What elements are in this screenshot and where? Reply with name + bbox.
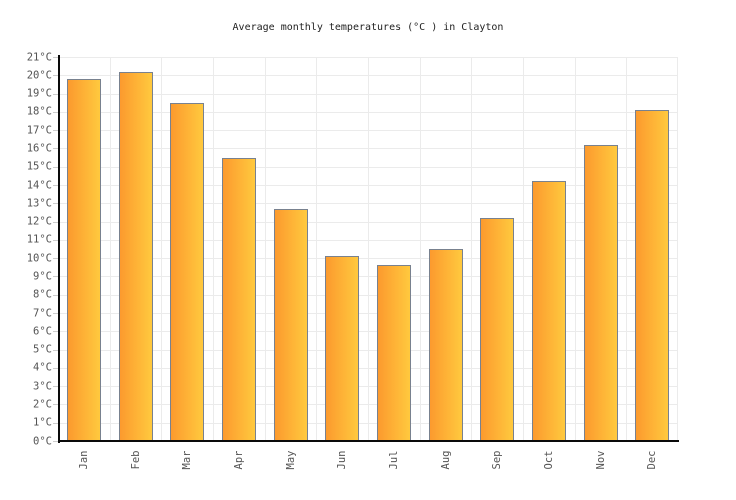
x-axis-label-jun: Jun	[336, 450, 349, 470]
vertical-gridline	[368, 57, 369, 441]
x-axis-label-dec: Dec	[646, 450, 659, 470]
bar-nov	[583, 144, 618, 441]
y-axis-label: 13°C	[26, 197, 52, 210]
vertical-gridline	[626, 57, 628, 441]
bar-aug	[428, 249, 463, 441]
bar-dec	[635, 110, 670, 441]
y-axis-tick	[53, 367, 58, 369]
y-axis-line	[58, 55, 60, 443]
y-axis-label: 8°C	[33, 288, 52, 301]
bar-jan	[66, 78, 101, 441]
y-axis-tick	[53, 221, 58, 223]
bar-sep	[480, 217, 515, 441]
vertical-gridline	[677, 57, 678, 441]
y-axis-label: 15°C	[26, 160, 52, 173]
y-axis-label: 2°C	[33, 398, 52, 411]
chart-title: Average monthly temperatures (°C ) in Cl…	[232, 22, 504, 33]
y-axis-label: 16°C	[26, 142, 52, 155]
y-axis-tick	[53, 93, 58, 95]
x-axis-label-nov: Nov	[594, 450, 607, 470]
y-axis-tick	[53, 239, 58, 241]
y-axis-label: 19°C	[26, 87, 52, 100]
bar-apr	[221, 157, 256, 441]
vertical-gridline	[264, 57, 266, 441]
y-axis-label: 14°C	[26, 179, 52, 191]
y-axis-tick	[53, 111, 58, 113]
x-axis-label-may: May	[284, 450, 297, 470]
x-axis-label-aug: Aug	[439, 450, 452, 470]
bar-oct	[531, 181, 566, 441]
y-axis-tick	[53, 276, 58, 278]
y-axis-tick	[53, 422, 58, 424]
y-axis-tick	[53, 404, 58, 406]
y-axis-tick	[53, 148, 58, 150]
vertical-gridline	[471, 57, 473, 441]
y-axis-label: 1°C	[33, 416, 52, 429]
y-axis-tick	[53, 75, 58, 77]
bar-may	[273, 208, 308, 441]
y-axis-label: 3°C	[33, 380, 52, 393]
chart-plot-area	[58, 57, 678, 441]
y-axis-tick	[53, 294, 58, 296]
bar-mar	[170, 102, 205, 441]
x-axis-line	[58, 440, 679, 442]
vertical-gridline	[109, 57, 111, 441]
y-axis-label: 5°C	[33, 343, 52, 356]
y-axis-tick	[53, 203, 58, 205]
x-axis-label-jul: Jul	[387, 450, 400, 470]
y-axis-tick	[53, 386, 58, 388]
y-axis-tick	[53, 441, 58, 442]
y-axis-label: 17°C	[26, 124, 52, 137]
x-axis-label-jan: Jan	[77, 450, 90, 470]
bar-jul	[376, 265, 411, 441]
x-axis-label-apr: Apr	[232, 450, 245, 470]
vertical-gridline	[419, 57, 421, 441]
x-axis-label-feb: Feb	[129, 450, 142, 470]
vertical-gridline	[161, 57, 163, 441]
vertical-gridline	[213, 57, 214, 441]
y-axis-label: 7°C	[33, 307, 52, 319]
vertical-gridline	[316, 57, 318, 441]
y-axis-tick	[53, 349, 58, 351]
y-axis-label: 10°C	[26, 252, 52, 265]
y-axis-label: 4°C	[33, 361, 52, 374]
y-axis-tick	[53, 130, 58, 132]
y-axis-label: 12°C	[26, 215, 52, 228]
y-axis-tick	[53, 313, 58, 314]
y-axis-tick	[53, 331, 58, 333]
y-axis-label: 18°C	[26, 105, 52, 118]
y-axis-label: 9°C	[33, 270, 52, 283]
y-axis-label: 6°C	[33, 325, 52, 338]
x-axis-label-sep: Sep	[491, 450, 504, 470]
y-axis-tick	[53, 57, 58, 58]
y-axis-label: 21°C	[26, 51, 52, 63]
x-axis-label-oct: Oct	[542, 450, 555, 470]
y-axis-label: 11°C	[26, 233, 52, 246]
x-axis-label-mar: Mar	[181, 450, 194, 470]
bar-feb	[118, 71, 153, 441]
vertical-gridline	[574, 57, 576, 441]
bar-jun	[325, 256, 360, 441]
y-axis-tick	[53, 166, 58, 168]
y-axis-label: 0°C	[33, 435, 52, 447]
y-axis-tick	[53, 185, 58, 186]
y-axis-tick	[53, 258, 58, 260]
vertical-gridline	[523, 57, 524, 441]
y-axis-label: 20°C	[26, 69, 52, 82]
